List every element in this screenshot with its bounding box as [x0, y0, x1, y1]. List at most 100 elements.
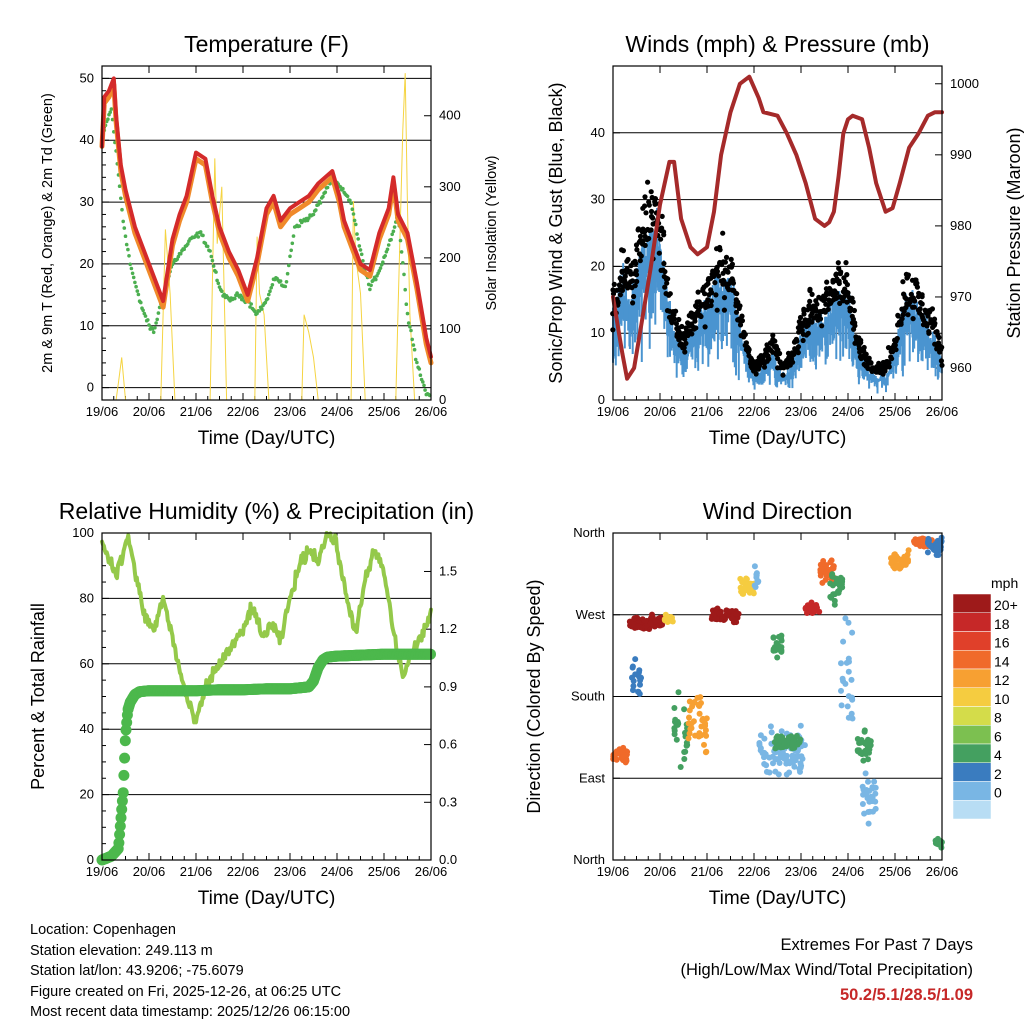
- wind-gust-point: [645, 179, 651, 185]
- wind-gust-point: [637, 233, 644, 239]
- dewpoint-point: [143, 314, 148, 318]
- direction-point: [806, 604, 813, 611]
- wind-gust-point: [617, 292, 624, 298]
- wind-gust-point: [633, 268, 639, 274]
- direction-point: [751, 582, 758, 589]
- temp-xtick-label: 19/06: [86, 404, 119, 419]
- wind-gust-point: [743, 340, 750, 346]
- direction-point: [904, 556, 911, 563]
- temperature-panel: 19/06 20/06 21/06 22/06 23/06 24/06 25/06 26/06…: [40, 31, 500, 449]
- legend-swatch: [952, 800, 992, 820]
- wind-gust-point: [711, 273, 717, 279]
- wind-gust-point: [809, 319, 815, 325]
- direction-point: [683, 742, 690, 749]
- dewpoint-point: [378, 266, 383, 270]
- direction-point: [770, 646, 777, 652]
- winds-y2tick-label: 990: [950, 147, 972, 162]
- wind-gust-point: [905, 312, 911, 318]
- direction-point: [797, 722, 804, 729]
- direction-point: [632, 656, 639, 663]
- direction-point: [840, 638, 847, 645]
- direction-point: [756, 740, 763, 746]
- wind-gust-point: [643, 210, 649, 216]
- dewpoint-point: [263, 300, 268, 305]
- wind-gust-point: [912, 298, 918, 304]
- direction-point: [682, 748, 689, 755]
- dewpoint-point: [106, 117, 110, 121]
- dewpoint-point: [418, 373, 423, 378]
- dewpoint-point: [134, 284, 138, 289]
- direction-point: [817, 572, 824, 579]
- wind-gust-point: [895, 313, 901, 319]
- wind-gust-point: [648, 227, 654, 233]
- direction-point: [701, 718, 708, 725]
- direction-point: [865, 778, 871, 785]
- dewpoint-point: [122, 226, 127, 230]
- dewpoint-point: [386, 243, 391, 247]
- dewpoint-point: [351, 212, 356, 216]
- dewpoint-point: [421, 380, 425, 384]
- wind-gust-point: [705, 281, 711, 287]
- wind-gust-point: [844, 272, 850, 278]
- direction-point: [857, 750, 864, 757]
- dewpoint-point: [411, 343, 416, 347]
- direction-point: [681, 756, 688, 762]
- wind-gust-point: [932, 320, 938, 326]
- wind-gust-point: [702, 324, 708, 330]
- direction-point: [671, 705, 678, 711]
- direction-point: [827, 559, 834, 566]
- legend-swatch: [952, 593, 992, 613]
- dewpoint-point: [290, 241, 295, 246]
- dir-ytick-label: North: [573, 852, 605, 867]
- wind-gust-point: [616, 282, 623, 288]
- direction-point: [623, 757, 630, 764]
- direction-point: [681, 706, 688, 713]
- direction-point: [891, 552, 898, 559]
- wind-gust-point: [693, 325, 699, 331]
- direction-point: [647, 620, 654, 627]
- wind-gust-point: [852, 320, 858, 326]
- dewpoint-point: [210, 258, 215, 263]
- direction-point: [635, 688, 641, 695]
- dewpoint-point: [117, 184, 122, 188]
- direction-point: [768, 729, 775, 736]
- direction-point: [702, 727, 709, 734]
- direction-point: [630, 683, 637, 689]
- dewpoint-point: [260, 307, 264, 311]
- wind-gust-point: [919, 301, 925, 307]
- precip-point: [116, 803, 128, 815]
- direction-point: [933, 546, 940, 553]
- dewpoint-point: [389, 237, 393, 242]
- dewpoint-point: [147, 323, 151, 327]
- rh-y2tick-label: 0.0: [439, 852, 457, 867]
- wind-gust-point: [844, 282, 851, 288]
- direction-point: [798, 753, 805, 760]
- direction-point: [845, 668, 852, 675]
- dewpoint-point: [151, 330, 156, 335]
- direction-point: [629, 664, 636, 671]
- wind-gust-point: [634, 247, 640, 253]
- dewpoint-point: [131, 275, 136, 280]
- direction-point: [690, 718, 697, 725]
- direction-point: [872, 798, 879, 805]
- rh-y2tick-label: 1.5: [439, 563, 457, 578]
- temp-y2tick-label: 100: [439, 321, 461, 336]
- direction-point: [677, 764, 684, 770]
- direction-point: [919, 538, 926, 545]
- dir-xtick-label: 24/06: [832, 864, 865, 879]
- dewpoint-point: [119, 196, 123, 201]
- wind-gust-point: [721, 307, 728, 313]
- direction-point: [865, 756, 871, 763]
- direction-point: [665, 617, 672, 624]
- direction-point: [775, 738, 782, 745]
- direction-point: [794, 741, 801, 748]
- direction-point: [901, 561, 908, 568]
- legend-label: 20+: [994, 597, 1018, 613]
- temp-xlabel: Time (Day/UTC): [198, 428, 336, 449]
- direction-point: [838, 687, 844, 694]
- dewpoint-point: [215, 278, 219, 283]
- wind-gust-point: [679, 323, 685, 330]
- direction-point: [848, 676, 855, 683]
- direction-point: [860, 786, 867, 793]
- legend-swatch: [952, 687, 992, 707]
